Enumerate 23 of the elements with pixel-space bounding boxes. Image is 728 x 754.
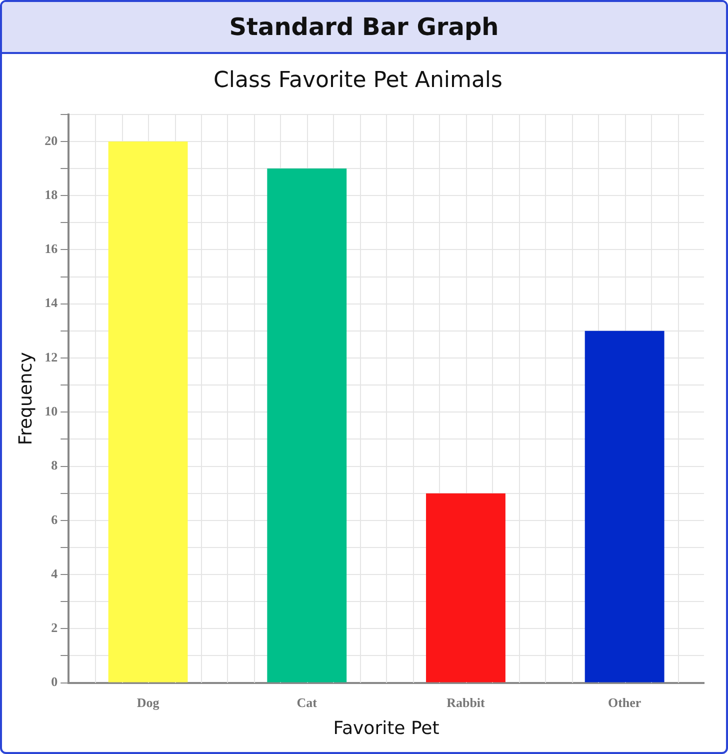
y-tick-label: 10 bbox=[44, 403, 58, 418]
y-tick-label: 16 bbox=[44, 241, 58, 256]
bar bbox=[584, 330, 664, 682]
bar bbox=[267, 168, 347, 682]
x-tick-label: Other bbox=[608, 694, 642, 710]
y-tick-label: 14 bbox=[44, 295, 58, 310]
text: Standard Bar Graph bbox=[2, 2, 726, 54]
x-tick-label: Dog bbox=[136, 694, 160, 710]
chart-title: Class Favorite Pet Animals bbox=[213, 68, 503, 93]
bar bbox=[426, 493, 506, 682]
x-tick-label: Rabbit bbox=[446, 694, 486, 710]
y-tick-label: 12 bbox=[44, 349, 58, 364]
x-axis-title: Favorite Pet bbox=[333, 718, 440, 739]
y-tick-label: 6 bbox=[51, 512, 58, 527]
y-tick-label: 2 bbox=[51, 620, 58, 636]
y-tick-label: 4 bbox=[51, 566, 58, 581]
y-tick-label: 18 bbox=[44, 186, 58, 202]
y-tick-label: 8 bbox=[51, 458, 58, 473]
y-tick-label: 20 bbox=[44, 132, 58, 148]
bar bbox=[108, 141, 188, 682]
x-tick-label: Cat bbox=[296, 694, 318, 710]
y-tick-label: 0 bbox=[51, 674, 58, 690]
y-axis-title: Frequency bbox=[15, 352, 36, 446]
